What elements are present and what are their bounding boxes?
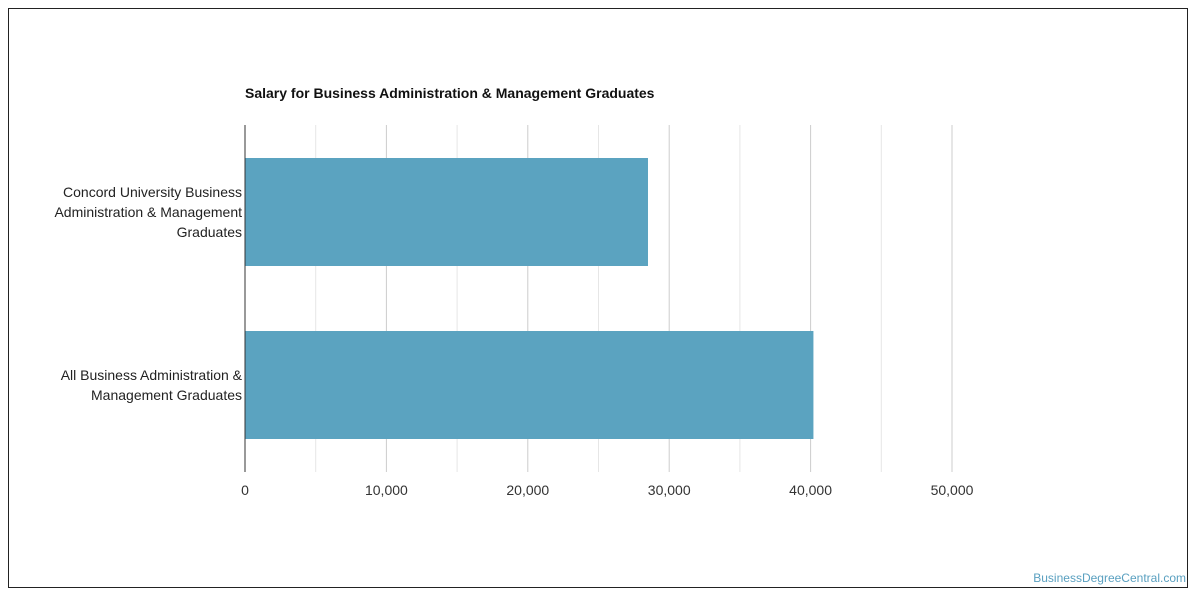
category-label-line: Concord University Business (63, 184, 242, 200)
bars (245, 158, 814, 439)
x-tick-label: 40,000 (789, 482, 832, 498)
watermark-text: BusinessDegreeCentral.com (1033, 571, 1186, 585)
x-tick-label: 20,000 (506, 482, 549, 498)
category-label: All Business Administration & Management … (61, 367, 243, 403)
x-tick-label: 0 (241, 482, 249, 498)
bar-1 (245, 158, 648, 266)
x-tick-label: 30,000 (648, 482, 691, 498)
category-label-line: Graduates (177, 224, 242, 240)
chart-title: Salary for Business Administration & Man… (245, 85, 655, 101)
x-tick-label: 50,000 (931, 482, 974, 498)
category-labels: Concord University Business Administratio… (54, 184, 242, 403)
x-tick-labels: 0 10,000 20,000 30,000 40,000 50,000 (241, 482, 974, 498)
category-label-line: Management Graduates (91, 387, 242, 403)
category-label: Concord University Business Administratio… (54, 184, 242, 240)
x-tick-label: 10,000 (365, 482, 408, 498)
category-label-line: Administration & Management (54, 204, 242, 220)
bar-2 (245, 331, 814, 439)
category-label-line: All Business Administration & (61, 367, 243, 383)
